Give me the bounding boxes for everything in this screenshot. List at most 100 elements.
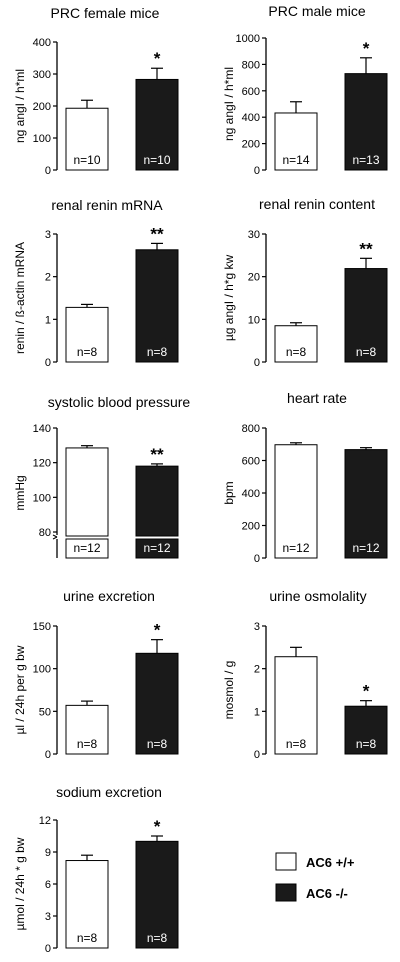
significance-marker: * xyxy=(363,682,370,701)
y-tick-label: 30 xyxy=(248,229,260,241)
y-axis-label: µl / 24h per g bw xyxy=(13,645,27,734)
chart-title: PRC female mice xyxy=(51,5,160,21)
legend-label-wildtype: AC6 +/+ xyxy=(306,855,355,870)
y-tick-label: 3 xyxy=(45,229,51,241)
y-tick-label: 120 xyxy=(33,458,51,470)
chart-panel-1: PRC female mice 0 100 200 300 400 ng angI / h*… xyxy=(13,5,179,177)
y-tick-label: 0 xyxy=(254,165,260,177)
bar-knockout xyxy=(135,78,179,171)
chart-panel-2: PRC male mice 0 200 400 600 800 1000 ng angI / … xyxy=(222,3,388,177)
n-label: n=8 xyxy=(286,737,307,751)
y-tick-label: 400 xyxy=(242,488,260,500)
chart-title: systolic blood pressure xyxy=(48,394,191,410)
y-tick-label: 400 xyxy=(33,37,51,49)
y-tick-label: 2 xyxy=(254,664,260,676)
y-axis-label: ng angI / h*ml xyxy=(13,69,27,143)
y-axis-label: µg angI / h*g kw xyxy=(222,255,236,342)
n-label: n=10 xyxy=(143,153,170,167)
y-tick-label: 3 xyxy=(45,911,51,923)
n-label: n=8 xyxy=(147,345,168,359)
bar-knockout xyxy=(344,73,388,171)
y-tick-label: 0 xyxy=(254,357,260,369)
chart-title: renal renin mRNA xyxy=(51,197,163,213)
y-tick-label: 800 xyxy=(242,59,260,71)
axis-break-mark xyxy=(52,534,58,540)
y-tick-label: 10 xyxy=(248,314,260,326)
y-tick-label: 1000 xyxy=(236,33,260,45)
n-label: n=14 xyxy=(282,153,309,167)
bar-wildtype xyxy=(274,112,318,171)
y-tick-label: 200 xyxy=(242,139,260,151)
y-tick-label: 600 xyxy=(242,86,260,98)
y-tick-label: 400 xyxy=(242,112,260,124)
y-tick-label: 3 xyxy=(254,621,260,633)
chart-title: sodium excretion xyxy=(56,784,162,800)
n-label: n=13 xyxy=(352,153,379,167)
n-label: n=8 xyxy=(356,737,377,751)
bar-wildtype xyxy=(65,447,109,537)
y-tick-label: 200 xyxy=(242,521,260,533)
y-tick-label: 600 xyxy=(242,456,260,468)
legend-swatch-wildtype xyxy=(275,852,297,871)
legend-label-knockout: AC6 -/- xyxy=(306,886,348,901)
bar-knockout xyxy=(135,840,179,949)
y-tick-label: 6 xyxy=(45,879,51,891)
n-label: n=10 xyxy=(73,153,100,167)
chart-panel-5: systolic blood pressure 80 100 120 140 mmHg n=… xyxy=(13,394,191,559)
bar-wildtype xyxy=(65,704,109,755)
y-tick-label: 0 xyxy=(254,553,260,565)
n-label: n=8 xyxy=(77,737,98,751)
bar-wildtype xyxy=(65,107,109,171)
chart-panel-4: renal renin content 0 10 20 30 µg angI / h*g … xyxy=(222,196,388,369)
bar-knockout xyxy=(135,652,179,755)
bar-lower-segment xyxy=(135,538,179,559)
chart-panel-7: urine excretion 0 50 100 150 µl / 24h per g b… xyxy=(13,588,179,761)
bar-wildtype xyxy=(65,860,109,949)
y-tick-label: 150 xyxy=(33,621,51,633)
significance-marker: ** xyxy=(150,224,164,243)
y-axis-label: mosmol / g xyxy=(222,661,236,720)
y-axis-label: ng angI / h*ml xyxy=(222,67,236,141)
y-axis-label: bpm xyxy=(222,481,236,504)
chart-title: urine excretion xyxy=(63,588,155,604)
y-tick-label: 1 xyxy=(45,314,51,326)
n-label: n=8 xyxy=(356,345,377,359)
y-axis-label: renin / ß-actin mRNA xyxy=(13,242,27,354)
y-tick-label: 0 xyxy=(45,165,51,177)
chart-title: urine osmolality xyxy=(269,588,366,604)
y-tick-label: 0 xyxy=(45,357,51,369)
bar-wildtype xyxy=(274,325,318,363)
bar-knockout xyxy=(344,449,388,559)
n-label: n=8 xyxy=(77,345,98,359)
significance-marker: * xyxy=(154,621,161,640)
n-label: n=8 xyxy=(147,931,168,945)
y-tick-label: 300 xyxy=(33,69,51,81)
chart-title: heart rate xyxy=(287,390,347,406)
chart-panel-9: sodium excretion 0 3 6 9 12 µmol / 24h * g bw n… xyxy=(13,784,179,955)
n-label: n=8 xyxy=(286,345,307,359)
y-tick-label: 1 xyxy=(254,706,260,718)
n-label: n=12 xyxy=(73,541,100,555)
significance-marker: * xyxy=(154,817,161,836)
bar-wildtype xyxy=(274,656,318,755)
y-tick-label: 800 xyxy=(242,423,260,435)
n-label: n=12 xyxy=(282,541,309,555)
bar-knockout xyxy=(135,465,179,537)
y-tick-label: 0 xyxy=(45,943,51,955)
n-label: n=12 xyxy=(352,541,379,555)
chart-panel-8: urine osmolality 0 1 2 3 mosmol / g n=8 n=8 * xyxy=(222,588,388,761)
y-tick-label: 200 xyxy=(33,101,51,113)
y-tick-label: 20 xyxy=(248,272,260,284)
n-label: n=8 xyxy=(147,737,168,751)
chart-title: PRC male mice xyxy=(268,3,365,19)
bar-knockout xyxy=(135,249,179,363)
significance-marker: * xyxy=(154,49,161,68)
legend-swatch-knockout xyxy=(275,883,297,902)
bar-wildtype xyxy=(274,444,318,559)
bar-wildtype xyxy=(65,306,109,363)
y-tick-label: 140 xyxy=(33,423,51,435)
n-label: n=12 xyxy=(143,541,170,555)
significance-marker: * xyxy=(363,39,370,58)
